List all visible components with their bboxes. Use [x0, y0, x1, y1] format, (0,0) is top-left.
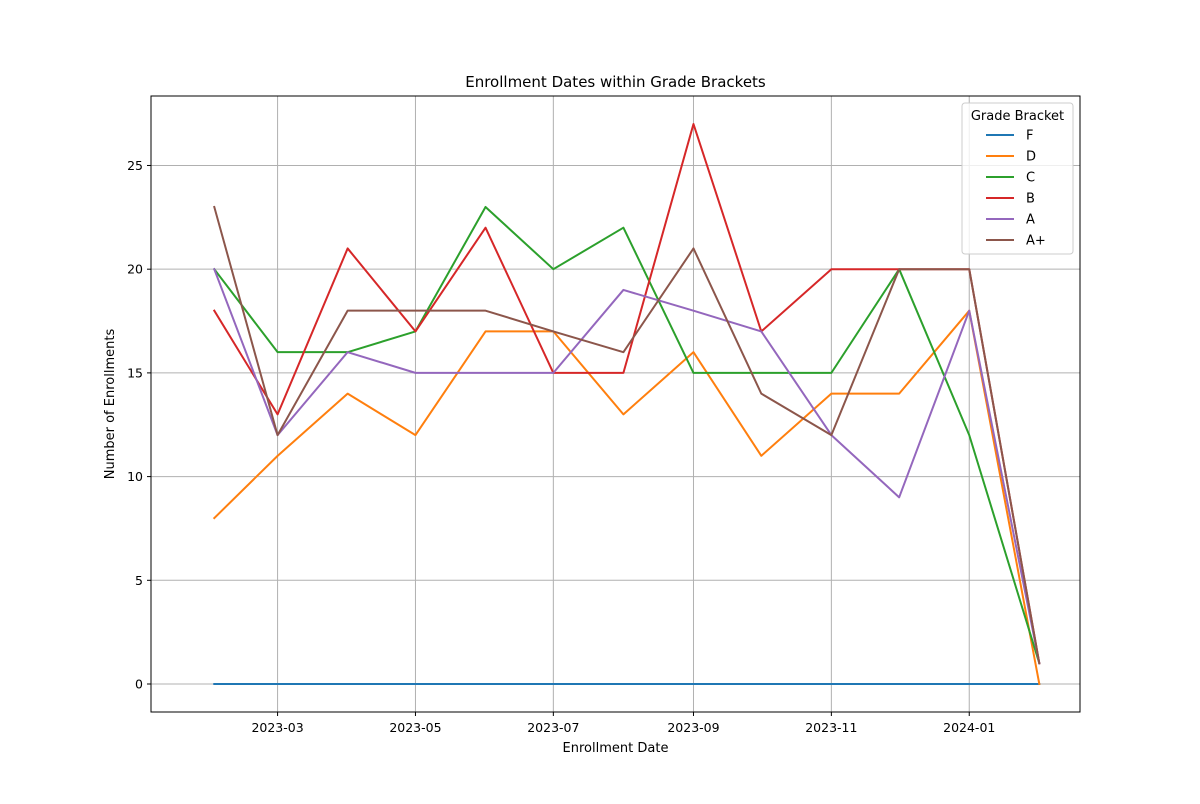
legend-label: B: [1026, 192, 1035, 207]
y-tick-label: 25: [127, 158, 143, 173]
x-tick-label: 2024-01: [943, 720, 995, 735]
y-tick-label: 0: [135, 677, 143, 692]
y-axis: 0 5 10 15 20 25: [127, 158, 151, 692]
x-tick-label: 2023-05: [389, 720, 441, 735]
legend-label: C: [1026, 171, 1035, 186]
x-tick-label: 2023-03: [251, 720, 303, 735]
plot-frame: [150, 95, 1081, 713]
legend-label: A+: [1026, 234, 1046, 249]
series-lines: [212, 123, 1041, 686]
legend-box: [961, 102, 1074, 255]
y-tick-label: 5: [135, 573, 143, 588]
series-line-d: [212, 309, 1041, 686]
legend-item: F: [986, 129, 1033, 144]
legend-label: A: [1026, 213, 1035, 228]
legend-item: A+: [986, 234, 1046, 249]
x-tick-label: 2023-07: [527, 720, 579, 735]
legend-item: A: [986, 213, 1035, 228]
x-axis-label: Enrollment Date: [563, 741, 669, 756]
legend-item: B: [986, 192, 1035, 207]
x-tick-label: 2023-09: [667, 720, 719, 735]
y-tick-label: 15: [127, 365, 143, 380]
x-tick-label: 2023-11: [805, 720, 857, 735]
legend-item: D: [986, 150, 1036, 165]
legend-label: D: [1026, 150, 1036, 165]
y-axis-label: Number of Enrollments: [103, 329, 118, 480]
series-line-a-plus: [213, 205, 1041, 665]
y-tick-label: 20: [127, 262, 143, 277]
x-axis: 2023-03 2023-05 2023-07 2023-09 2023-11 2024-…: [251, 712, 995, 735]
legend-item: C: [986, 171, 1035, 186]
chart-title: Enrollment Dates within Grade Brackets: [465, 73, 766, 91]
legend-title: Grade Bracket: [971, 109, 1064, 124]
series-line-a: [212, 267, 1041, 665]
y-tick-label: 10: [127, 469, 143, 484]
legend-label: F: [1026, 129, 1033, 144]
